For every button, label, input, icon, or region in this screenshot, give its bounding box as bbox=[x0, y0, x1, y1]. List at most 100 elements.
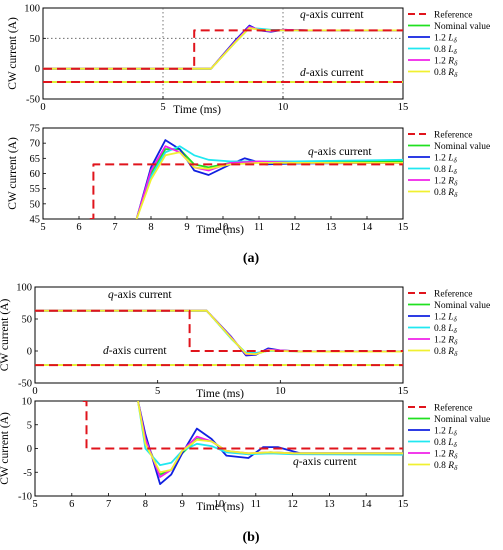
legend-label: 1.2 Lδ bbox=[434, 427, 458, 438]
y-tick-label: 5 bbox=[27, 420, 32, 431]
x-tick-label: 15 bbox=[398, 386, 409, 397]
x-tick-label: 14 bbox=[362, 222, 373, 233]
series-line-0-8-r bbox=[43, 27, 403, 70]
y-axis-label: CW current (A) bbox=[0, 299, 11, 372]
y-tick-label: 0 bbox=[27, 347, 32, 358]
x-axis-label: Time (ms) bbox=[173, 104, 221, 116]
y-tick-label: -50 bbox=[18, 379, 32, 390]
y-tick-label: -10 bbox=[18, 492, 32, 503]
x-tick-label: 6 bbox=[76, 222, 81, 233]
legend-label: Reference bbox=[434, 289, 473, 300]
legend-label: Reference bbox=[434, 10, 473, 21]
legend-label: 0.8 Lδ bbox=[434, 45, 458, 56]
plot-area bbox=[34, 286, 404, 384]
x-tick-label: 15 bbox=[398, 222, 409, 233]
annotation-d-axis: d-axis current bbox=[103, 345, 167, 357]
x-tick-label: 10 bbox=[275, 386, 286, 397]
y-tick-label: -50 bbox=[26, 95, 40, 106]
x-tick-label: 5 bbox=[155, 386, 160, 397]
legend-label: 0.8 Rδ bbox=[434, 347, 458, 358]
legend-label: Nominal value bbox=[434, 142, 490, 152]
series-line-0-8-r bbox=[137, 401, 403, 474]
y-axis-label: CW current (A) bbox=[0, 412, 11, 485]
legend-label: Nominal value bbox=[434, 415, 490, 425]
x-tick-label: 11 bbox=[251, 499, 261, 510]
x-tick-label: 10 bbox=[278, 102, 289, 113]
legend-label: 0.8 Lδ bbox=[434, 438, 458, 449]
y-tick-label: 55 bbox=[30, 184, 41, 195]
x-tick-label: 8 bbox=[143, 499, 148, 510]
annotation-q-axis: q-axis current bbox=[308, 146, 372, 158]
y-tick-label: 50 bbox=[30, 34, 41, 45]
y-tick-label: 0 bbox=[27, 444, 32, 455]
x-tick-label: 9 bbox=[180, 499, 185, 510]
y-tick-label: 75 bbox=[30, 124, 41, 135]
x-tick-label: 12 bbox=[290, 222, 301, 233]
x-tick-label: 5 bbox=[32, 499, 37, 510]
series-group bbox=[43, 24, 403, 83]
x-tick-label: 7 bbox=[112, 222, 117, 233]
x-tick-label: 11 bbox=[254, 222, 264, 233]
series-group bbox=[35, 309, 403, 367]
series-line-0-8-l bbox=[137, 401, 403, 467]
x-tick-label: 8 bbox=[148, 222, 153, 233]
y-tick-label: 100 bbox=[24, 4, 40, 15]
series-line-reference bbox=[35, 309, 403, 352]
x-tick-label: 12 bbox=[287, 499, 298, 510]
x-axis-label: Time (ms) bbox=[196, 501, 244, 513]
x-tick-label: 0 bbox=[32, 386, 37, 397]
y-axis-label: CW current (A) bbox=[7, 17, 19, 90]
x-tick-label: 13 bbox=[324, 499, 335, 510]
legend-label: 1.2 Lδ bbox=[434, 154, 458, 165]
legend-label: Nominal value bbox=[434, 22, 490, 32]
annotation-d-axis: d-axis current bbox=[300, 67, 364, 79]
x-tick-label: 7 bbox=[106, 499, 111, 510]
legend-label: 0.8 Rδ bbox=[434, 188, 458, 199]
y-axis-label: CW current (A) bbox=[7, 137, 19, 210]
y-tick-label: -5 bbox=[23, 468, 32, 479]
x-tick-label: 14 bbox=[361, 499, 372, 510]
chart-panel-a2: 5 6 7 8 9 10 11 12 13 14 15 45 50 55 60 65 70 75 Time (ms)… bbox=[7, 124, 490, 237]
plot-area bbox=[42, 127, 404, 220]
legend-label: 1.2 Rδ bbox=[434, 177, 458, 188]
series-line-1-2-l bbox=[137, 401, 403, 486]
annotation-q-axis: q-axis current bbox=[293, 456, 357, 468]
x-tick-label: 0 bbox=[40, 102, 45, 113]
x-axis-label: Time (ms) bbox=[196, 224, 244, 236]
y-tick-label: 100 bbox=[16, 283, 32, 294]
y-tick-label: 70 bbox=[30, 139, 41, 150]
series-group bbox=[89, 139, 403, 219]
x-tick-label: 15 bbox=[398, 499, 409, 510]
x-tick-label: 5 bbox=[160, 102, 165, 113]
x-tick-label: 6 bbox=[69, 499, 74, 510]
legend-label: 1.2 Lδ bbox=[434, 34, 458, 45]
x-tick-label: 10 bbox=[218, 222, 229, 233]
x-tick-label: 9 bbox=[184, 222, 189, 233]
x-tick-label: 13 bbox=[326, 222, 337, 233]
legend-label: Nominal value bbox=[434, 301, 490, 311]
annotation-q-axis: q-axis current bbox=[108, 289, 172, 301]
y-tick-label: 65 bbox=[30, 154, 41, 165]
x-tick-label: 10 bbox=[214, 499, 225, 510]
legend-label: 0.8 Lδ bbox=[434, 165, 458, 176]
annotation-q-axis: q-axis current bbox=[300, 9, 364, 21]
series-line-0-8-r bbox=[135, 151, 403, 219]
y-tick-label: 0 bbox=[35, 64, 40, 75]
legend-label: 0.8 Lδ bbox=[434, 324, 458, 335]
legend-label: Reference bbox=[434, 403, 473, 414]
figure-sublabel-a: (a) bbox=[243, 251, 260, 266]
x-tick-label: 15 bbox=[398, 102, 409, 113]
x-tick-label: 5 bbox=[40, 222, 45, 233]
series-group bbox=[82, 401, 403, 486]
series-line-reference bbox=[43, 29, 403, 70]
series-line-reference bbox=[89, 163, 403, 219]
legend-label: 1.2 Rδ bbox=[434, 450, 458, 461]
